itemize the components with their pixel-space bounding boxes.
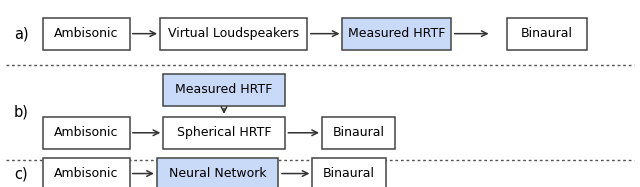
Text: Binaural: Binaural <box>323 167 375 180</box>
FancyBboxPatch shape <box>507 18 588 50</box>
Text: a): a) <box>14 26 29 41</box>
Text: Spherical HRTF: Spherical HRTF <box>177 126 271 139</box>
FancyBboxPatch shape <box>163 74 285 106</box>
FancyBboxPatch shape <box>44 18 130 50</box>
FancyBboxPatch shape <box>160 18 307 50</box>
FancyBboxPatch shape <box>322 117 396 149</box>
Text: Virtual Loudspeakers: Virtual Loudspeakers <box>168 27 299 40</box>
Text: b): b) <box>14 105 29 120</box>
FancyBboxPatch shape <box>44 117 130 149</box>
Text: Binaural: Binaural <box>521 27 573 40</box>
FancyBboxPatch shape <box>312 158 385 187</box>
FancyBboxPatch shape <box>342 18 451 50</box>
Text: Measured HRTF: Measured HRTF <box>348 27 445 40</box>
Text: Measured HRTF: Measured HRTF <box>175 83 273 96</box>
Text: c): c) <box>14 166 28 181</box>
Text: Ambisonic: Ambisonic <box>54 126 118 139</box>
FancyBboxPatch shape <box>44 158 130 187</box>
Text: Binaural: Binaural <box>332 126 385 139</box>
Text: Ambisonic: Ambisonic <box>54 27 118 40</box>
Text: Neural Network: Neural Network <box>169 167 266 180</box>
FancyBboxPatch shape <box>157 158 278 187</box>
FancyBboxPatch shape <box>163 117 285 149</box>
Text: Ambisonic: Ambisonic <box>54 167 118 180</box>
